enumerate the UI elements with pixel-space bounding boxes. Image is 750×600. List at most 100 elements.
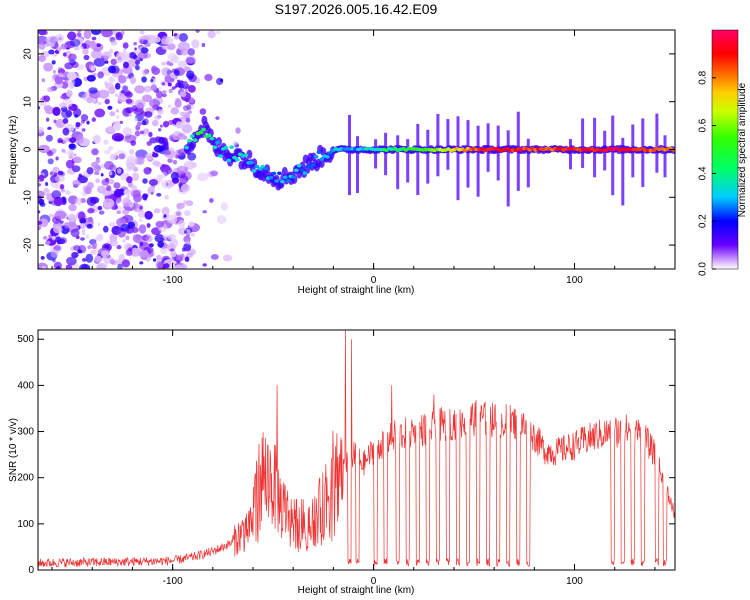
noise-blob xyxy=(134,130,140,137)
noise-blob xyxy=(94,171,100,176)
noise-blob xyxy=(209,198,214,203)
y-tick-label: 200 xyxy=(17,473,34,484)
noise-blob xyxy=(114,93,119,97)
ridge-peak xyxy=(257,167,263,171)
y-tick-label: 100 xyxy=(17,519,34,530)
noise-blob xyxy=(38,220,43,225)
noise-blob xyxy=(126,155,137,164)
noise-blob xyxy=(44,106,55,115)
noise-blob xyxy=(66,256,77,266)
noise-blob xyxy=(158,86,162,90)
noise-blob xyxy=(158,128,162,132)
noise-blob xyxy=(103,149,111,155)
noise-blob xyxy=(109,222,116,227)
x-tick-label: -100 xyxy=(163,576,183,587)
ridge-peak xyxy=(209,136,215,141)
noise-blob xyxy=(112,122,121,131)
noise-blob xyxy=(90,49,103,60)
noise-blob xyxy=(63,52,67,57)
noise-blob xyxy=(57,139,62,144)
noise-blob xyxy=(132,203,144,212)
y-tick-label: 0 xyxy=(28,565,34,576)
spectral-streak xyxy=(655,113,659,173)
noise-blob xyxy=(136,121,142,127)
y-tick-label: 0 xyxy=(23,146,34,152)
snr-ylabel: SNR (10 * v/v) xyxy=(8,418,19,482)
noise-blob xyxy=(102,262,108,269)
noise-blob xyxy=(52,69,57,74)
noise-blob xyxy=(129,247,142,257)
spectral-streak xyxy=(496,125,500,181)
noise-blob xyxy=(167,82,172,87)
noise-blob xyxy=(95,158,101,164)
noise-blob xyxy=(60,43,68,50)
noise-blob xyxy=(139,205,143,210)
ridge-peak xyxy=(327,151,333,155)
noise-blob xyxy=(134,117,138,122)
noise-blob xyxy=(95,178,100,183)
noise-blob xyxy=(47,126,52,130)
ridge-peak xyxy=(310,163,316,167)
noise-blob xyxy=(86,97,94,104)
noise-blob xyxy=(62,127,70,136)
noise-blob xyxy=(184,240,189,245)
noise-blob xyxy=(54,174,65,183)
noise-blob xyxy=(139,30,145,35)
noise-blob xyxy=(119,120,124,124)
noise-blob xyxy=(181,264,188,269)
noise-blob xyxy=(85,253,94,263)
noise-blob xyxy=(52,106,61,116)
noise-blob xyxy=(174,99,182,108)
ridge-peak xyxy=(277,171,282,176)
ridge-peak xyxy=(212,145,218,150)
noise-blob xyxy=(40,97,45,101)
spectrogram-ylabel: Frequency (Hz) xyxy=(8,116,19,185)
noise-blob xyxy=(80,114,89,122)
ridge-halo xyxy=(310,152,317,162)
noise-blob xyxy=(115,109,120,113)
noise-blob xyxy=(90,65,96,72)
noise-blob xyxy=(235,127,241,134)
noise-blob xyxy=(82,128,86,132)
noise-blob xyxy=(75,235,80,240)
noise-blob xyxy=(139,130,145,135)
spectral-streak xyxy=(426,129,430,184)
noise-blob xyxy=(63,150,66,154)
noise-blob xyxy=(86,74,96,82)
noise-blob xyxy=(170,107,179,115)
noise-blob xyxy=(132,234,142,243)
noise-blob xyxy=(45,36,57,45)
noise-blob xyxy=(146,223,151,228)
x-tick-label: 100 xyxy=(566,576,583,587)
noise-blob xyxy=(89,40,97,49)
noise-blob xyxy=(102,51,112,59)
ridge-peak xyxy=(234,157,240,162)
noise-blob xyxy=(105,177,109,183)
noise-blob xyxy=(162,90,167,94)
noise-blob xyxy=(148,131,153,138)
noise-blob xyxy=(162,142,169,151)
y-tick-label: 400 xyxy=(17,380,34,391)
noise-blob xyxy=(153,208,161,214)
noise-blob xyxy=(92,242,98,249)
noise-blob xyxy=(149,98,160,108)
noise-blob xyxy=(75,121,81,128)
ridge-peak xyxy=(274,179,280,183)
noise-blob xyxy=(134,99,146,109)
noise-blob xyxy=(43,187,50,196)
noise-blob xyxy=(104,160,114,170)
noise-blob xyxy=(186,70,195,79)
noise-blob xyxy=(176,132,186,140)
ridge-peak xyxy=(316,150,322,155)
y-tick-label: 10 xyxy=(23,96,34,108)
noise-blob xyxy=(167,104,172,109)
noise-blob xyxy=(138,218,143,223)
noise-blob xyxy=(150,78,154,83)
y-tick-label: 300 xyxy=(17,427,34,438)
noise-blob xyxy=(41,266,47,269)
ridge-peak xyxy=(263,166,268,171)
noise-blob xyxy=(157,108,164,115)
ridge-peak xyxy=(206,133,212,138)
noise-blob xyxy=(167,158,173,164)
